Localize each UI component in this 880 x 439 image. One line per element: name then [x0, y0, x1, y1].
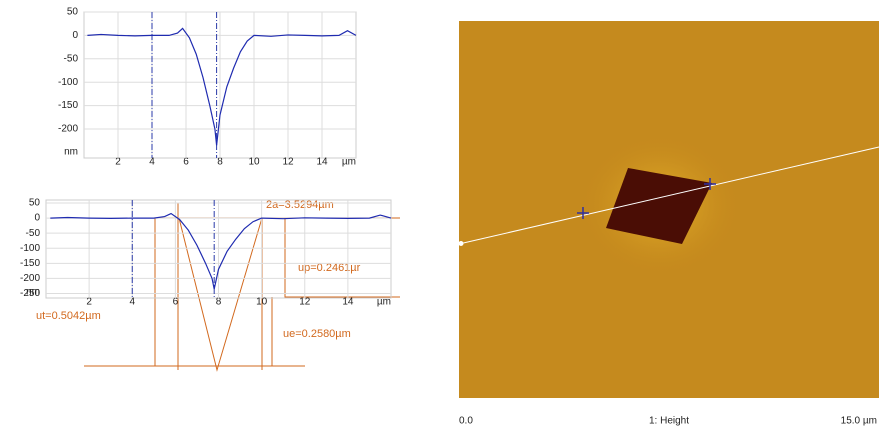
x-tick-label: 10: [248, 157, 260, 168]
channel-label: 1: Height: [649, 416, 689, 427]
y-axis-label: nm: [26, 287, 40, 298]
y-tick-label: -150: [58, 100, 78, 111]
x-tick-label: 4: [129, 297, 135, 308]
x-tick-label: 2: [86, 297, 92, 308]
scale-left: 0.0: [459, 416, 473, 427]
indent: [606, 168, 712, 244]
afm-image: 0.0 1: Height 15.0 µm: [458, 21, 880, 427]
y-tick-label: 50: [29, 198, 41, 209]
y-tick-label: -200: [20, 273, 40, 284]
y-tick-label: 50: [67, 7, 79, 18]
annotation: ut=0.5042µm: [36, 310, 101, 322]
annotation: ue=0.2580µm: [283, 328, 351, 340]
x-tick-label: 6: [183, 157, 189, 168]
section-line: [458, 146, 880, 245]
x-tick-label: 4: [149, 157, 155, 168]
construction: [84, 202, 400, 372]
x-tick-label: 8: [217, 157, 223, 168]
x-tick-label: 6: [173, 297, 179, 308]
y-tick-label: 0: [34, 213, 40, 224]
profile-line: [87, 27, 357, 146]
x-axis-label: µm: [377, 297, 391, 308]
y-tick-label: -50: [26, 228, 41, 239]
y-tick-label: -200: [58, 124, 78, 135]
x-axis-label: µm: [342, 157, 356, 168]
y-tick-label: -100: [58, 77, 78, 88]
y-tick-label: 0: [72, 30, 78, 41]
y-axis-label: nm: [64, 147, 78, 158]
section-end: [458, 241, 464, 246]
y-tick-label: -50: [64, 53, 79, 64]
x-tick-label: 12: [299, 297, 311, 308]
x-tick-label: 8: [216, 297, 222, 308]
profile-line: [50, 212, 392, 290]
x-tick-label: 2: [115, 157, 121, 168]
x-tick-label: 10: [256, 297, 268, 308]
x-tick-label: 14: [342, 297, 354, 308]
x-tick-label: 12: [282, 157, 294, 168]
y-tick-label: -250: [20, 288, 40, 299]
y-tick-label: -100: [20, 243, 40, 254]
annotation: up=0.2461µr: [298, 262, 361, 274]
x-tick-label: 14: [316, 157, 328, 168]
y-tick-label: -150: [20, 258, 40, 269]
cursor-cross: [577, 178, 716, 219]
scale-right: 15.0 µm: [841, 416, 877, 427]
annotation: 2a=3.5294µm: [266, 199, 334, 211]
